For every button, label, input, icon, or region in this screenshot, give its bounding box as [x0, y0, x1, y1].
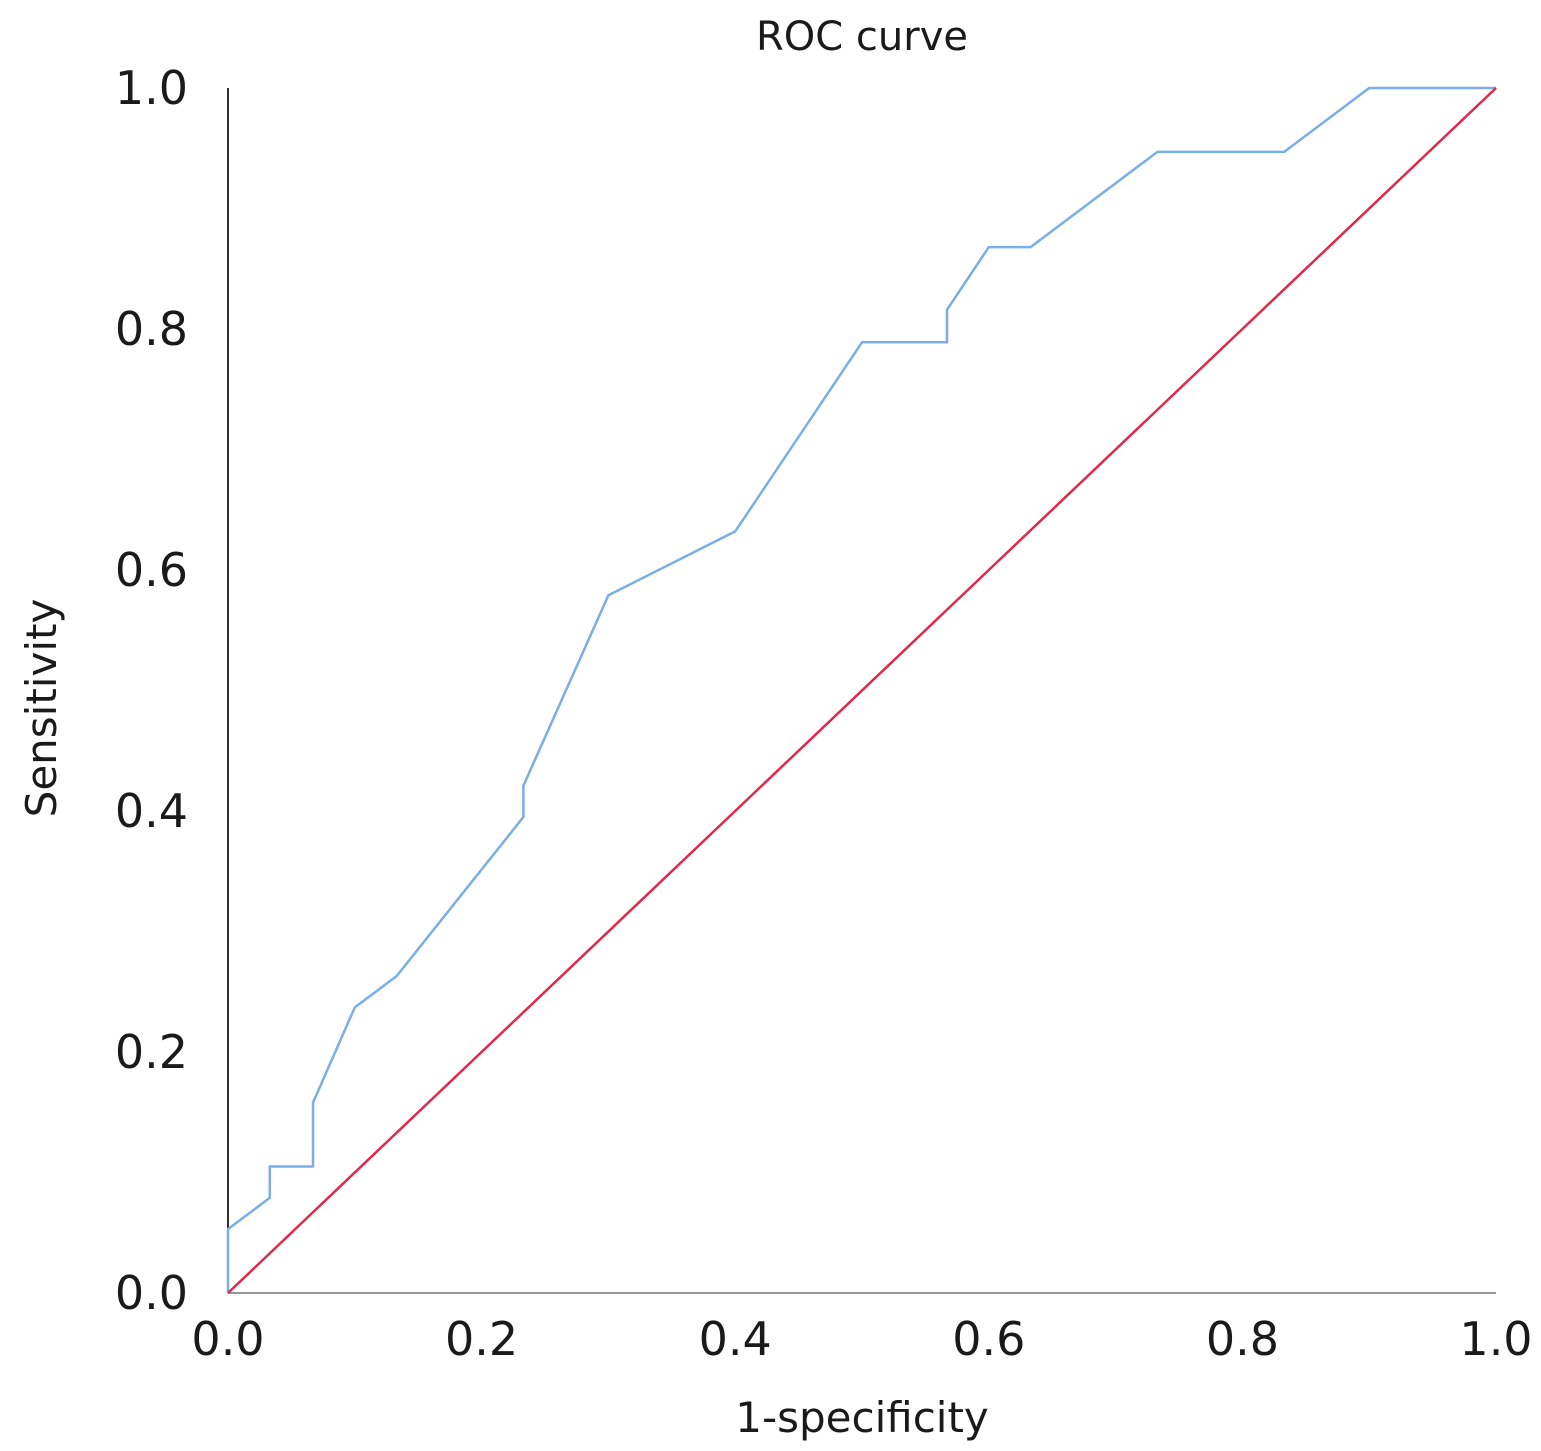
x-tick-label: 0.8 [1206, 1312, 1279, 1366]
y-tick-label: 0.6 [115, 543, 188, 597]
chart-title: ROC curve [756, 14, 968, 60]
y-tick-label: 0.8 [115, 302, 188, 356]
y-tick-label: 1.0 [115, 61, 188, 115]
roc-curve-line [226, 86, 1496, 1293]
series-lines [226, 86, 1497, 1294]
x-tick-label: 0.2 [445, 1312, 518, 1366]
reference-diagonal-line [227, 87, 1497, 1294]
tick-labels: 0.0 0.2 0.4 0.6 0.8 1.0 0.0 0.2 0.4 0.6 0.8 1.0 [115, 61, 1533, 1366]
y-tick-label: 0.2 [115, 1025, 188, 1079]
axes [227, 88, 1496, 1294]
x-tick-label: 0.0 [191, 1312, 264, 1366]
y-axis-label: Sensitivity [17, 599, 66, 818]
y-tick-label: 0.0 [115, 1266, 188, 1320]
x-axis-label: 1-specificity [735, 1393, 989, 1442]
x-tick-label: 0.6 [952, 1312, 1025, 1366]
x-tick-label: 0.4 [699, 1312, 772, 1366]
y-tick-label: 0.4 [115, 784, 188, 838]
x-tick-label: 1.0 [1459, 1312, 1532, 1366]
